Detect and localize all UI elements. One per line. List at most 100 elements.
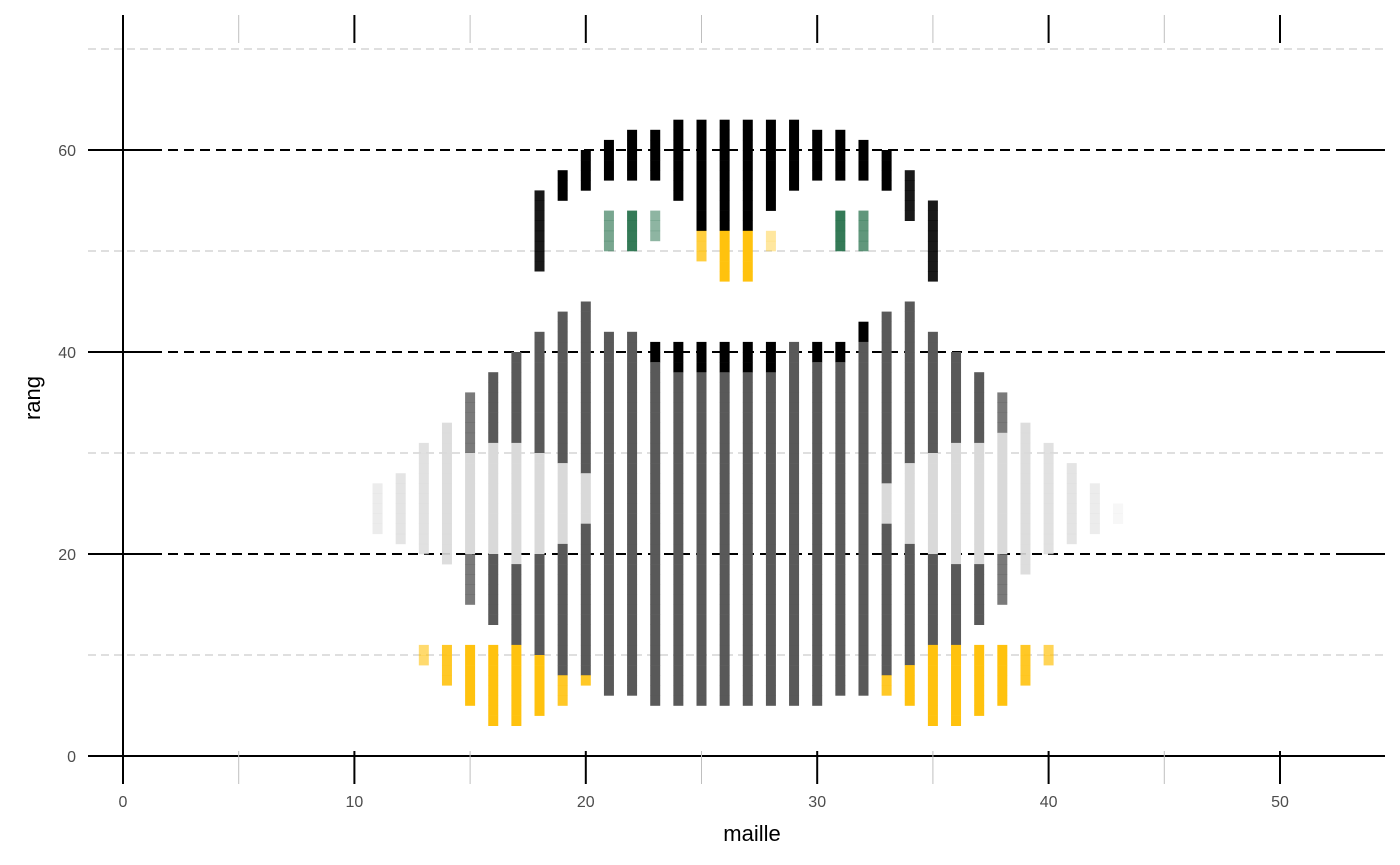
cell-20-31	[580, 432, 591, 444]
minor-grid	[88, 48, 1385, 656]
cell-29-58	[789, 160, 800, 171]
cell-29-56	[789, 180, 800, 191]
cell-18-23	[534, 513, 545, 524]
cell-34-11	[904, 634, 915, 646]
cell-13-23	[418, 513, 429, 524]
cell-16-14	[488, 604, 499, 615]
cell-28-35	[765, 392, 776, 403]
cell-37-6	[974, 685, 985, 696]
cell-24-17	[673, 574, 684, 585]
cell-18-13	[534, 614, 545, 625]
column-39	[1020, 422, 1031, 686]
cell-20-17	[580, 574, 591, 585]
cell-29-31	[789, 432, 800, 444]
cell-33-43	[881, 311, 892, 322]
cell-11-23	[372, 513, 383, 524]
cell-35-23	[927, 513, 938, 524]
cell-16-30	[488, 442, 499, 454]
cell-34-30	[904, 442, 915, 454]
cell-19-56	[557, 180, 568, 191]
cell-31-19	[835, 554, 846, 565]
column-29	[789, 119, 800, 706]
cell-29-16	[789, 584, 800, 595]
cell-25-11	[696, 634, 707, 646]
cell-25-15	[696, 594, 707, 605]
cell-30-37	[812, 372, 823, 383]
cell-19-19	[557, 554, 568, 565]
cell-37-34	[974, 402, 985, 413]
cell-18-53	[534, 210, 545, 221]
column-22	[627, 129, 638, 696]
cell-22-17	[627, 574, 638, 585]
cell-41-23	[1066, 513, 1077, 524]
cell-27-23	[742, 513, 753, 524]
cell-38-34	[997, 402, 1008, 413]
cell-36-26	[951, 483, 962, 494]
cell-16-17	[488, 574, 499, 585]
cell-39-19	[1020, 554, 1031, 565]
cell-21-50	[603, 240, 614, 252]
cell-20-40	[580, 341, 591, 353]
cell-22-20	[627, 543, 638, 555]
cell-22-59	[627, 150, 638, 161]
cell-22-39	[627, 352, 638, 363]
cell-35-8	[927, 665, 938, 676]
cell-18-31	[534, 432, 545, 444]
cell-27-16	[742, 584, 753, 595]
cell-15-32	[465, 422, 476, 434]
cell-11-24	[372, 503, 383, 514]
cell-33-6	[881, 685, 892, 696]
cell-31-12	[835, 624, 846, 636]
cell-15-34	[465, 402, 476, 413]
cell-14-25	[441, 493, 452, 504]
cell-21-33	[603, 412, 614, 423]
cell-18-21	[534, 533, 545, 545]
cell-18-4	[534, 705, 545, 716]
cell-16-31	[488, 432, 499, 444]
cell-20-32	[580, 422, 591, 434]
cell-18-49	[534, 251, 545, 262]
cell-21-40	[603, 341, 614, 353]
cell-33-21	[881, 533, 892, 545]
x-tick-label-20: 20	[577, 794, 595, 811]
cell-21-14	[603, 604, 614, 615]
cell-32-12	[858, 624, 869, 636]
cell-26-22	[719, 523, 730, 535]
cell-27-51	[742, 230, 753, 242]
cell-23-61	[650, 129, 661, 141]
cell-38-32	[997, 422, 1008, 434]
cell-26-39	[719, 352, 730, 363]
cell-34-42	[904, 321, 915, 333]
cell-33-35	[881, 392, 892, 403]
cell-17-12	[511, 624, 522, 636]
cell-12-22	[395, 523, 406, 535]
cell-37-27	[974, 473, 985, 484]
cell-25-28	[696, 463, 707, 474]
cell-20-35	[580, 392, 591, 403]
cell-32-32	[858, 422, 869, 434]
cell-28-13	[765, 614, 776, 625]
cell-20-16	[580, 584, 591, 595]
cell-24-8	[673, 665, 684, 676]
cell-35-29	[927, 453, 938, 464]
cell-18-29	[534, 453, 545, 464]
cell-15-19	[465, 554, 476, 565]
cell-40-26	[1043, 483, 1054, 494]
cell-19-42	[557, 321, 568, 333]
cell-35-22	[927, 523, 938, 535]
cell-36-15	[951, 594, 962, 605]
column-35	[927, 200, 938, 726]
cell-17-17	[511, 574, 522, 585]
cell-29-35	[789, 392, 800, 403]
cell-19-25	[557, 493, 568, 504]
x-tick-label-50: 50	[1271, 794, 1289, 811]
cell-14-32	[441, 422, 452, 434]
cell-31-28	[835, 463, 846, 474]
cell-25-9	[696, 655, 707, 666]
cell-30-35	[812, 392, 823, 403]
cell-25-54	[696, 200, 707, 211]
column-12	[395, 473, 406, 545]
cell-18-32	[534, 422, 545, 434]
cell-15-8	[465, 665, 476, 676]
cell-22-41	[627, 331, 638, 343]
